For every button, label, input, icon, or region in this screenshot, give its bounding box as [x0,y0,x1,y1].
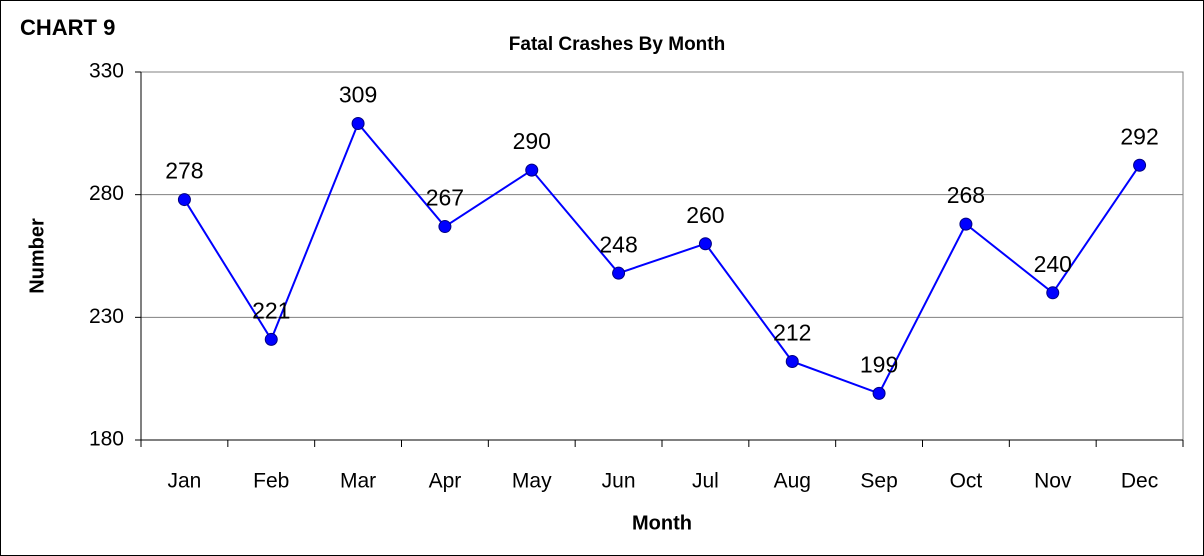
x-tick-label: Nov [1034,470,1072,493]
data-label: 221 [252,297,290,323]
plot-area [140,71,1184,441]
x-tick-label: Aug [774,470,811,493]
data-label: 267 [426,185,464,211]
data-point [438,220,452,234]
data-label: 248 [599,231,637,257]
x-tick-label: Sep [860,470,897,493]
x-axis-label: Month [632,512,692,534]
chart-label: CHART 9 [20,15,115,40]
y-tick-label: 180 [89,428,124,451]
x-tick-label: Apr [429,470,462,493]
data-label: 292 [1120,123,1158,149]
data-point [525,163,539,177]
x-tick-label: May [512,470,552,493]
data-point [698,237,712,251]
y-tick-label: 330 [89,60,124,83]
data-point [351,117,365,131]
x-tick-label: Oct [950,470,983,493]
y-axis-label: Number [26,218,48,294]
x-tick-label: Mar [340,470,376,493]
data-label: 212 [773,320,811,346]
data-label: 240 [1034,251,1072,277]
data-label: 309 [339,82,377,108]
x-tick-label: Jan [167,470,201,493]
data-label: 260 [686,202,724,228]
data-point [1046,286,1060,300]
data-point [785,354,799,368]
data-point [959,217,973,231]
data-point [177,193,191,207]
x-tick-label: Feb [253,470,289,493]
data-label: 278 [165,158,203,184]
data-point [1133,158,1147,172]
data-label: 199 [860,351,898,377]
series-line [183,121,1141,395]
data-label: 290 [513,128,551,154]
x-tick-label: Dec [1121,470,1158,493]
y-tick-label: 280 [89,182,124,205]
y-tick-label: 230 [89,305,124,328]
x-tick-label: Jul [692,470,719,493]
data-label: 268 [947,182,985,208]
data-point [264,332,278,346]
data-point [872,386,886,400]
data-point [612,266,626,280]
x-tick-label: Jun [602,470,636,493]
chart-title: Fatal Crashes By Month [509,34,725,55]
